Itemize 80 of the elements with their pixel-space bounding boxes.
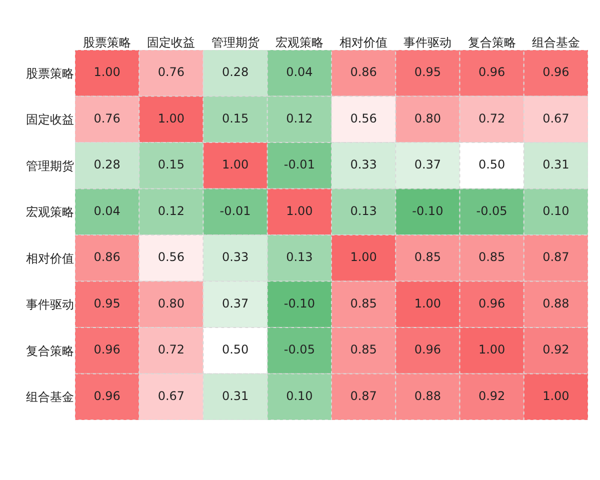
data-label: 0.13 bbox=[350, 204, 377, 218]
data-label: 0.85 bbox=[350, 296, 377, 310]
x-tick-label: 管理期货 bbox=[211, 36, 260, 50]
data-label: 0.50 bbox=[478, 158, 506, 172]
data-label: 0.85 bbox=[478, 250, 506, 264]
data-label: 0.50 bbox=[222, 342, 249, 357]
data-label: 0.87 bbox=[350, 388, 377, 403]
data-label: 0.96 bbox=[414, 342, 442, 357]
data-label: 0.96 bbox=[94, 342, 120, 357]
data-label: 0.31 bbox=[222, 388, 249, 403]
data-label: 1.00 bbox=[222, 158, 249, 172]
x-tick-label: 固定收益 bbox=[147, 36, 196, 50]
data-label: -0.05 bbox=[476, 204, 508, 218]
x-tick-label: 股票策略 bbox=[83, 36, 132, 50]
data-label: 1.00 bbox=[286, 204, 313, 218]
data-label: 0.80 bbox=[414, 111, 442, 126]
data-label: 0.96 bbox=[542, 65, 570, 80]
y-tick-label: 复合策略 bbox=[26, 344, 74, 358]
data-label: 0.56 bbox=[350, 111, 377, 126]
data-label: -0.10 bbox=[412, 204, 444, 218]
y-tick-label: 相对价值 bbox=[26, 251, 74, 266]
data-label: 0.87 bbox=[542, 250, 570, 264]
data-label: 0.12 bbox=[286, 111, 313, 126]
data-label: -0.01 bbox=[220, 204, 251, 218]
data-label: 0.13 bbox=[286, 250, 313, 264]
data-label: 0.85 bbox=[414, 250, 442, 264]
y-tick-label: 管理期货 bbox=[26, 158, 74, 173]
data-label: 0.92 bbox=[542, 342, 570, 357]
data-label: 0.86 bbox=[94, 250, 120, 264]
data-label: 0.88 bbox=[414, 388, 442, 403]
data-label: 0.10 bbox=[542, 204, 570, 218]
data-label: 0.15 bbox=[158, 158, 185, 172]
data-label: 0.72 bbox=[158, 342, 185, 357]
data-label: 1.00 bbox=[158, 111, 185, 126]
data-label: 0.33 bbox=[222, 250, 249, 264]
y-tick-label: 事件驱动 bbox=[26, 298, 74, 312]
data-label: 1.00 bbox=[414, 296, 442, 310]
data-label: 0.86 bbox=[350, 65, 377, 80]
y-tick-label: 固定收益 bbox=[26, 112, 74, 127]
data-label: 0.95 bbox=[94, 296, 120, 310]
data-label: 0.10 bbox=[286, 388, 313, 403]
data-label: 0.96 bbox=[94, 388, 120, 403]
data-label: 0.12 bbox=[158, 204, 185, 218]
data-label: 0.95 bbox=[414, 65, 442, 80]
x-tick-label: 复合策略 bbox=[468, 36, 516, 50]
data-label: -0.05 bbox=[284, 342, 315, 357]
data-label: 1.00 bbox=[542, 388, 570, 403]
x-tick-label: 事件驱动 bbox=[404, 36, 452, 50]
y-tick-label: 组合基金 bbox=[26, 390, 74, 404]
data-label: 0.96 bbox=[478, 296, 506, 310]
data-label: 1.00 bbox=[350, 250, 377, 264]
data-label: 0.15 bbox=[222, 111, 249, 126]
x-tick-label: 组合基金 bbox=[532, 36, 580, 50]
data-label: -0.10 bbox=[284, 296, 315, 310]
data-label: 0.04 bbox=[94, 204, 120, 218]
data-label: 0.76 bbox=[94, 111, 120, 126]
data-label: 0.96 bbox=[478, 65, 506, 80]
data-label: 0.37 bbox=[414, 158, 442, 172]
x-tick-label: 相对价值 bbox=[340, 36, 388, 50]
y-tick-label: 宏观策略 bbox=[26, 205, 74, 220]
data-label: 0.88 bbox=[542, 296, 570, 310]
data-label: 0.56 bbox=[158, 250, 185, 264]
x-tick-label: 宏观策略 bbox=[275, 36, 324, 50]
data-label: 0.76 bbox=[158, 65, 185, 80]
data-label: 0.04 bbox=[286, 65, 313, 80]
data-label: 1.00 bbox=[94, 65, 120, 80]
data-label: 0.72 bbox=[478, 111, 506, 126]
data-label: 0.85 bbox=[350, 342, 377, 357]
data-label: 0.28 bbox=[94, 158, 120, 172]
data-label: 0.33 bbox=[350, 158, 377, 172]
data-label: 0.28 bbox=[222, 65, 249, 80]
data-label: 0.37 bbox=[222, 296, 249, 310]
data-label: 0.31 bbox=[542, 158, 570, 172]
data-label: -0.01 bbox=[284, 158, 315, 172]
data-label: 0.80 bbox=[158, 296, 185, 310]
data-label: 1.00 bbox=[478, 342, 506, 357]
data-label: 0.67 bbox=[542, 111, 570, 126]
data-label: 0.67 bbox=[158, 388, 185, 403]
y-tick-label: 股票策略 bbox=[26, 66, 74, 80]
data-label: 0.92 bbox=[478, 388, 506, 403]
